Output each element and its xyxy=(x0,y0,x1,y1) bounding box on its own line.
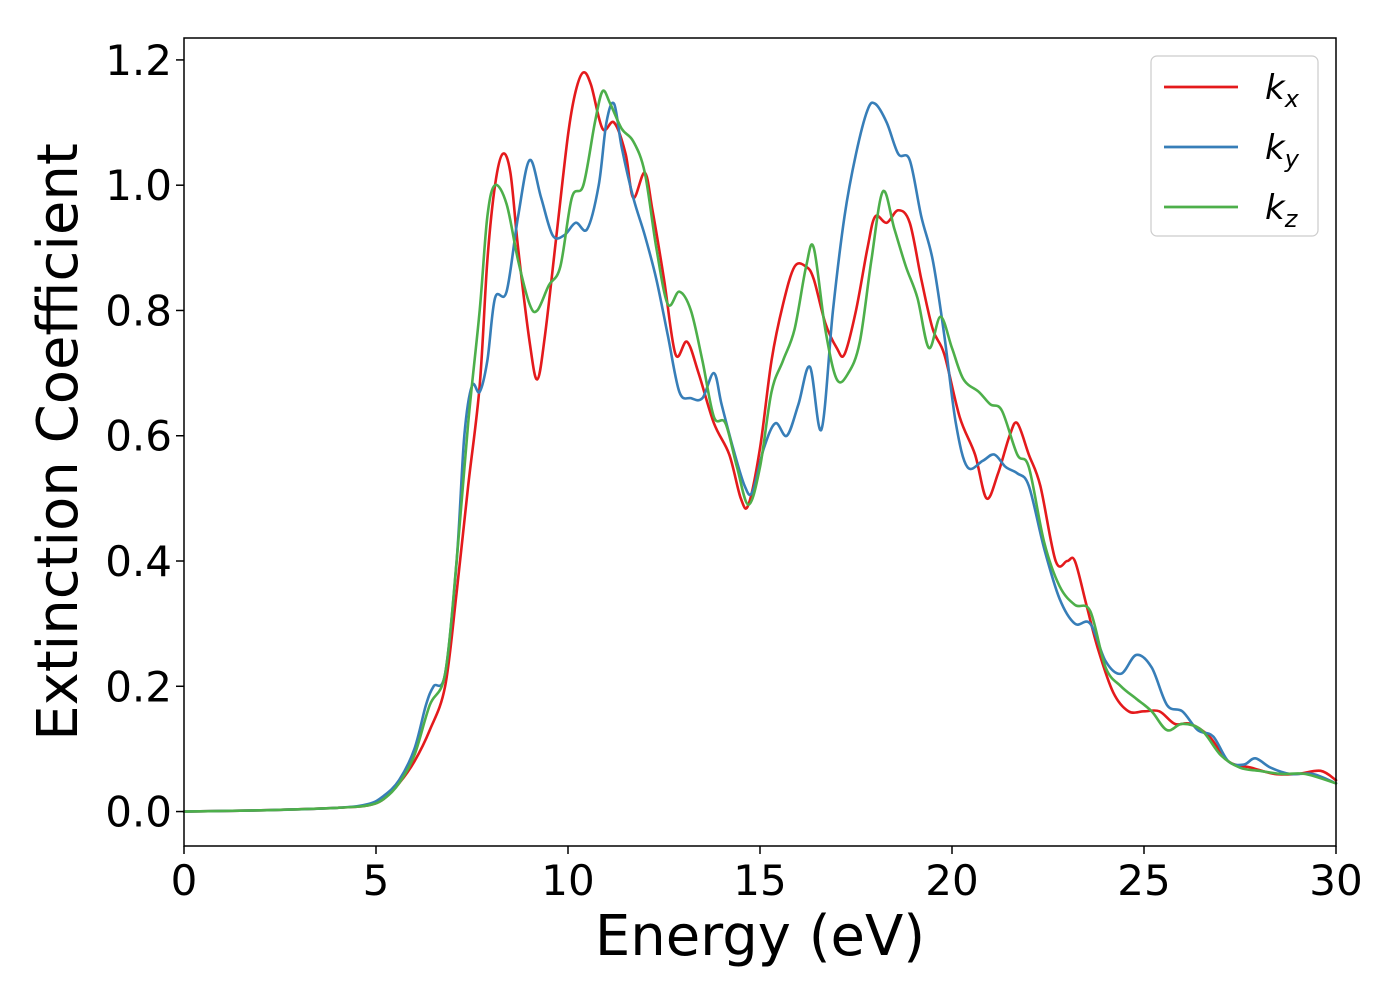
series-line-kx xyxy=(182,71,1338,813)
y-tick-label: 1.0 xyxy=(105,161,172,210)
x-axis-title: Energy (eV) xyxy=(595,904,925,969)
x-tick-label: 25 xyxy=(1117,856,1170,905)
y-axis-ticks: 0.0 0.2 0.4 0.6 0.8 1.0 1.2 xyxy=(105,36,184,837)
x-tick-label: 15 xyxy=(733,856,786,905)
y-tick-label: 0.4 xyxy=(105,537,172,586)
x-tick-label: 0 xyxy=(171,856,198,905)
y-tick-label: 0.2 xyxy=(105,662,172,711)
x-tick-label: 5 xyxy=(363,856,390,905)
x-tick-label: 10 xyxy=(541,856,594,905)
series-line-kz xyxy=(182,89,1338,813)
x-tick-label: 30 xyxy=(1309,856,1362,905)
x-axis-ticks: 0 5 10 15 20 25 30 xyxy=(171,846,1363,905)
y-axis-title: Extinction Coefficient xyxy=(26,143,91,741)
legend-label: ky xyxy=(1265,128,1300,173)
legend-label: kz xyxy=(1265,188,1299,233)
y-tick-label: 0.6 xyxy=(105,412,172,461)
y-tick-label: 0.8 xyxy=(105,286,172,335)
y-tick-label: 1.2 xyxy=(105,36,172,85)
legend: kx ky kz xyxy=(1150,55,1319,237)
series-layer xyxy=(182,71,1338,813)
legend-label: kx xyxy=(1265,68,1300,113)
series-line-ky xyxy=(182,101,1338,813)
y-tick-label: 0.0 xyxy=(105,788,172,837)
x-tick-label: 20 xyxy=(925,856,978,905)
